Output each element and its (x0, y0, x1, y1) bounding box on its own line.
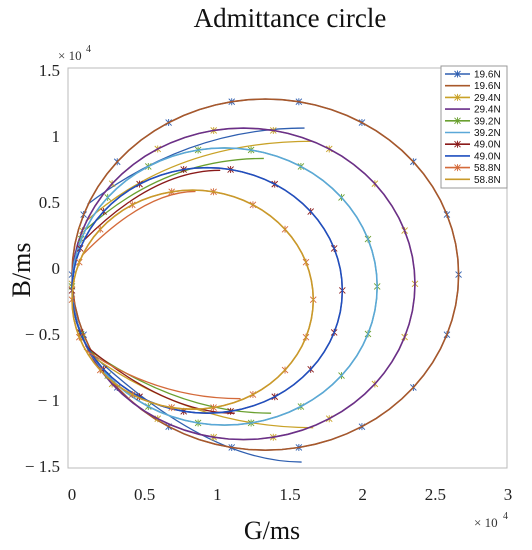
series-line (71, 167, 343, 414)
legend-label: 49.0N (474, 140, 501, 151)
legend-label: 29.4N (474, 105, 501, 116)
series-chord (87, 127, 305, 205)
y-axis-label: B/ms (7, 243, 36, 298)
legend-marker (454, 140, 461, 148)
x-tick-label: 1.5 (279, 485, 300, 504)
legend-entry: 19.6N (445, 81, 501, 92)
legend-entry: 19.6N (445, 70, 501, 81)
plot-area-frame (67, 67, 508, 469)
x-tick-label: 0.5 (134, 485, 155, 504)
svg-text:4: 4 (503, 511, 508, 522)
x-axis-ticks: 0 0.5 1 1.5 2 2.5 3 (68, 485, 513, 504)
x-axis-exponent: × 10 4 (474, 511, 508, 530)
series-chord (86, 348, 272, 414)
legend-label: 39.2N (474, 116, 501, 127)
series-chord (83, 348, 241, 400)
legend-label: 58.8N (474, 163, 501, 174)
legend-label: 49.0N (474, 151, 501, 162)
legend-label: 58.8N (474, 175, 501, 186)
chart-title: Admittance circle (194, 3, 387, 33)
series-chord (85, 140, 314, 223)
svg-text:× 10: × 10 (58, 48, 82, 63)
x-tick-label: 1 (213, 485, 222, 504)
x-tick-label: 3 (504, 485, 513, 504)
legend-marker (454, 70, 461, 78)
svg-text:4: 4 (86, 44, 91, 55)
series-chord (82, 169, 221, 242)
y-tick-label: − 0.5 (25, 325, 60, 344)
legend-label: 39.2N (474, 128, 501, 139)
y-tick-label: 1 (52, 127, 61, 146)
svg-text:× 10: × 10 (474, 515, 498, 530)
x-tick-label: 0 (68, 485, 77, 504)
series-line (71, 189, 315, 411)
y-axis-ticks: 1.5 1 0.5 0 − 0.5 − 1 − 1.5 (25, 61, 60, 476)
series-line (71, 166, 344, 415)
legend-entry: 49.0N (445, 140, 501, 151)
legend-label: 19.6N (474, 70, 501, 81)
legend-marker (454, 93, 461, 101)
legend-label: 29.4N (474, 93, 501, 104)
series-line (71, 127, 416, 441)
legend-entry: 29.4N (445, 93, 501, 104)
y-tick-label: 1.5 (39, 61, 60, 80)
legend-entry: 29.4N (445, 105, 501, 116)
legend-label: 19.6N (474, 81, 501, 92)
legend-entry: 58.8N (445, 175, 501, 186)
legend-entry: 49.0N (445, 151, 501, 162)
legend-marker (454, 117, 461, 125)
series-line (71, 147, 378, 426)
x-axis-label: G/ms (244, 516, 300, 545)
series-chord (81, 190, 196, 257)
y-axis-exponent: × 10 4 (58, 44, 91, 63)
y-tick-label: − 1 (38, 391, 60, 410)
series-line (71, 98, 460, 452)
series-chord (88, 353, 314, 429)
x-tick-label: 2.5 (425, 485, 446, 504)
series-line (71, 147, 379, 426)
y-tick-label: 0 (52, 259, 61, 278)
legend-marker (454, 164, 461, 172)
y-tick-label: 0.5 (39, 193, 60, 212)
legend-entry: 39.2N (445, 116, 501, 127)
y-tick-label: − 1.5 (25, 457, 60, 476)
legend: 19.6N19.6N29.4N29.4N39.2N39.2N49.0N49.0N… (440, 65, 508, 189)
legend-entry: 58.8N (445, 163, 501, 174)
legend-entry: 39.2N (445, 128, 501, 139)
series-layer (68, 98, 462, 463)
x-tick-label: 2 (358, 485, 367, 504)
